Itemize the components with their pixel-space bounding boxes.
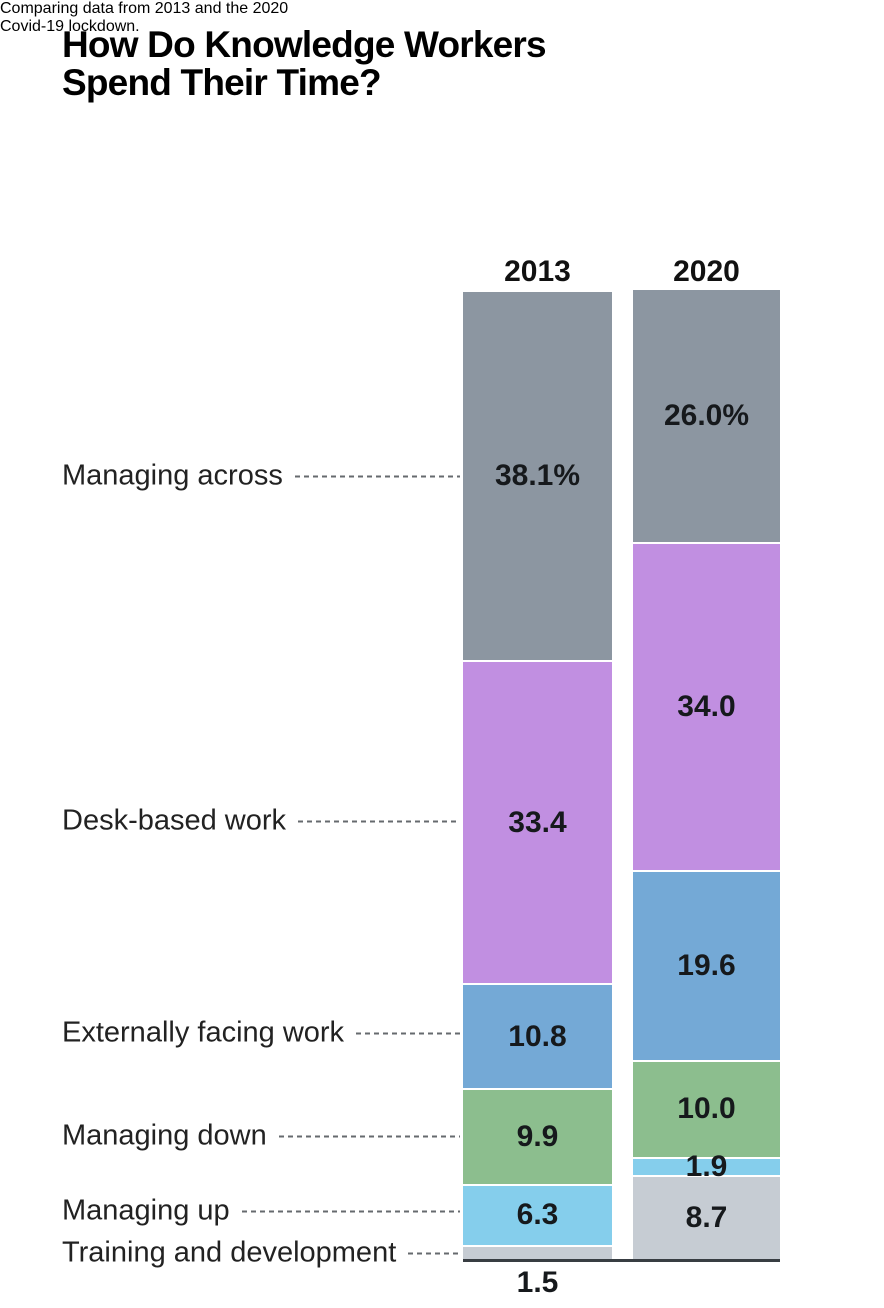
segment-managing-up-2020: 1.9 bbox=[633, 1150, 780, 1183]
value-label-managing-down-2020: 10.0 bbox=[677, 1092, 736, 1126]
dashed-leader-line bbox=[241, 1210, 460, 1212]
stacked-bar-2013: 38.1% 33.4 10.8 9.9 6.3 bbox=[463, 292, 612, 1259]
column-header-2020: 2020 bbox=[673, 255, 740, 288]
category-label-desk-based-work: Desk-based work bbox=[62, 804, 287, 837]
category-label-training-and-development: Training and development bbox=[62, 1236, 397, 1269]
segment-externally-facing-work-2020: 19.6 bbox=[633, 870, 780, 1060]
segment-training-and-development-2020: 8.7 bbox=[633, 1174, 780, 1259]
category-row-managing-across: Managing across bbox=[62, 460, 460, 493]
category-label-externally-facing-work: Externally facing work bbox=[62, 1016, 345, 1049]
chart-title-line-2: Spend Their Time? bbox=[62, 62, 382, 103]
value-label-desk-based-work-2013: 33.4 bbox=[508, 805, 567, 839]
value-label-training-and-development-2020: 8.7 bbox=[685, 1200, 728, 1234]
value-label-managing-across-2013: 38.1% bbox=[494, 459, 581, 493]
value-label-externally-facing-work-2013: 10.8 bbox=[508, 1019, 567, 1053]
dashed-leader-line bbox=[298, 820, 460, 822]
segment-desk-based-work-2020: 34.0 bbox=[633, 541, 780, 871]
category-row-desk-based-work: Desk-based work bbox=[62, 805, 460, 838]
value-label-managing-up-2020: 1.9 bbox=[685, 1149, 728, 1183]
category-row-managing-up: Managing up bbox=[62, 1195, 460, 1228]
dashed-leader-line bbox=[278, 1135, 460, 1137]
category-row-externally-facing-work: Externally facing work bbox=[62, 1017, 460, 1050]
dashed-leader-line bbox=[356, 1032, 460, 1034]
value-label-managing-up-2013: 6.3 bbox=[516, 1198, 559, 1232]
category-label-managing-up: Managing up bbox=[62, 1194, 230, 1227]
segment-managing-across-2013: 38.1% bbox=[463, 292, 612, 661]
category-row-managing-down: Managing down bbox=[62, 1120, 460, 1153]
chart-subtitle-line-2: Covid-19 lockdown. bbox=[0, 18, 140, 35]
category-label-managing-across: Managing across bbox=[62, 459, 283, 492]
chart-subtitle-line-1: Comparing data from 2013 and the 2020 bbox=[0, 0, 289, 17]
category-label-managing-down: Managing down bbox=[62, 1119, 267, 1152]
dashed-leader-line bbox=[294, 475, 460, 477]
segment-desk-based-work-2013: 33.4 bbox=[463, 660, 612, 984]
value-label-managing-across-2020: 26.0% bbox=[663, 398, 750, 432]
segment-managing-down-2020: 10.0 bbox=[633, 1059, 780, 1157]
baseline-axis bbox=[463, 1259, 780, 1262]
segment-externally-facing-work-2013: 10.8 bbox=[463, 983, 612, 1088]
dashed-leader-line bbox=[408, 1252, 460, 1254]
segment-training-and-development-2013 bbox=[463, 1244, 612, 1259]
segment-managing-down-2013: 9.9 bbox=[463, 1087, 612, 1184]
column-header-2013: 2013 bbox=[504, 255, 571, 288]
chart-title: How Do Knowledge Workers Spend Their Tim… bbox=[62, 24, 547, 103]
value-label-desk-based-work-2020: 34.0 bbox=[677, 689, 736, 723]
segment-managing-across-2020: 26.0% bbox=[633, 290, 780, 542]
category-row-training-and-development: Training and development bbox=[62, 1237, 460, 1270]
value-label-training-2013-outside: 1.5 bbox=[516, 1266, 559, 1299]
segment-managing-up-2013: 6.3 bbox=[463, 1183, 612, 1245]
stacked-bar-2020: 26.0% 34.0 19.6 10.0 1.9 8.7 bbox=[633, 290, 780, 1259]
value-label-managing-down-2013: 9.9 bbox=[516, 1119, 559, 1153]
chart-title-line-1: How Do Knowledge Workers bbox=[62, 24, 547, 65]
value-label-externally-facing-work-2020: 19.6 bbox=[677, 949, 736, 983]
